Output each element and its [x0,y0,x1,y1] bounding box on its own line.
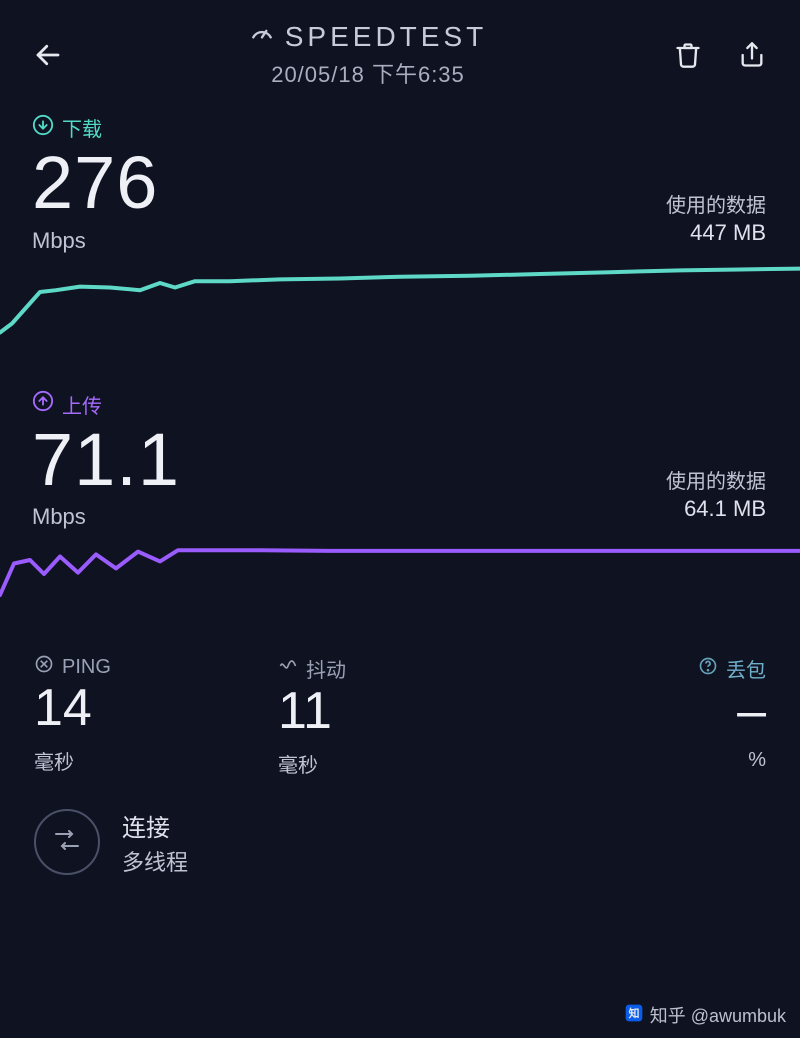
svg-text:知: 知 [628,1006,639,1020]
zhihu-icon: 知 [624,1003,644,1028]
download-chart-svg [0,256,800,346]
upload-chart-svg [0,532,800,602]
upload-value: 71.1 [32,421,768,499]
download-value: 276 [32,144,768,222]
download-arrow-icon [32,114,54,142]
upload-section: 上传 71.1 Mbps 使用的数据 64.1 MB [0,372,800,531]
multithread-icon [53,830,81,855]
connection-icon-circle [34,809,100,875]
app-title-text: SPEEDTEST [285,21,487,53]
upload-unit: Mbps [32,504,768,530]
header-actions [668,35,772,75]
jitter-metric: 抖动 11 毫秒 [278,654,522,777]
ping-metric: PING 14 毫秒 [34,654,278,777]
download-data-used-value: 447 MB [666,220,766,246]
jitter-label: 抖动 [278,654,522,683]
back-button[interactable] [28,35,68,75]
download-data-used: 使用的数据 447 MB [666,189,766,246]
download-unit: Mbps [32,228,768,254]
ping-unit: 毫秒 [34,746,278,775]
jitter-label-text: 抖动 [306,654,346,683]
upload-data-used: 使用的数据 64.1 MB [666,465,766,522]
download-data-used-label: 使用的数据 [666,189,766,218]
ping-label-text: PING [62,656,111,679]
metrics-row: PING 14 毫秒 抖动 11 毫秒 丢包 – % [0,626,800,777]
app-title: SPEEDTEST [249,20,487,53]
jitter-icon [278,656,298,682]
upload-chart [0,532,800,602]
connection-text: 连接 多线程 [122,808,188,877]
ping-label: PING [34,654,278,680]
watermark-text: 知乎 @awumbuk [650,1002,786,1028]
upload-data-used-value: 64.1 MB [666,496,766,522]
upload-label-text: 上传 [62,390,102,419]
loss-metric: 丢包 – % [522,654,766,777]
header: SPEEDTEST 20/05/18 下午6:35 [0,0,800,95]
upload-data-used-label: 使用的数据 [666,465,766,494]
upload-label: 上传 [32,390,768,419]
delete-button[interactable] [668,35,708,75]
connection-row[interactable]: 连接 多线程 [0,778,800,877]
help-icon [698,656,718,682]
connection-title: 连接 [122,808,188,843]
download-section: 下载 276 Mbps 使用的数据 447 MB [0,95,800,254]
upload-arrow-icon [32,390,54,418]
loss-value: – [522,683,766,740]
download-label-text: 下载 [62,113,102,142]
download-label: 下载 [32,113,768,142]
speedtest-gauge-icon [249,20,275,53]
ping-value: 14 [34,680,278,737]
loss-label[interactable]: 丢包 [522,654,766,683]
loss-unit: % [522,749,766,772]
connection-mode: 多线程 [122,845,188,877]
header-center: SPEEDTEST 20/05/18 下午6:35 [68,20,668,89]
jitter-unit: 毫秒 [278,749,522,778]
loss-label-text: 丢包 [726,654,766,683]
jitter-value: 11 [278,683,522,740]
timestamp: 20/05/18 下午6:35 [68,57,668,89]
share-button[interactable] [732,35,772,75]
download-chart [0,256,800,346]
ping-icon [34,654,54,680]
watermark: 知 知乎 @awumbuk [624,1002,786,1028]
